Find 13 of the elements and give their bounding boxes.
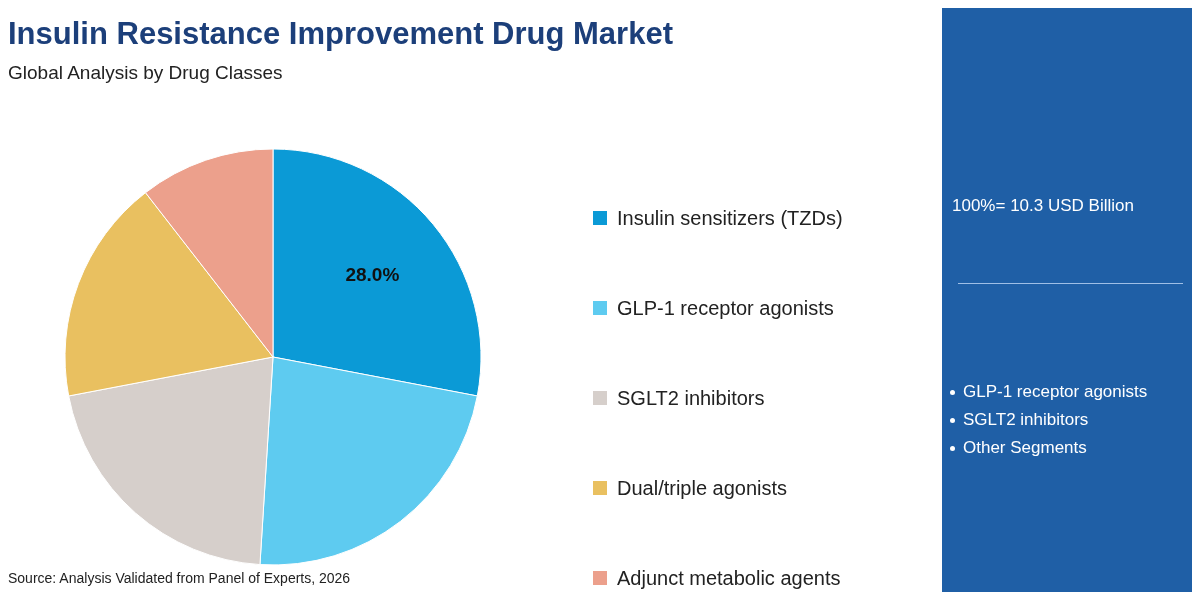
source-note: Source: Analysis Validated from Panel of Experts, 2026 <box>8 570 351 586</box>
text: SGLT2 inhibitors <box>962 409 1090 431</box>
text: GLP-1 receptor agonists <box>962 381 1148 403</box>
legend-label: SGLT2 inhibitors <box>617 386 765 410</box>
legend-label: GLP-1 receptor agonists <box>617 296 834 320</box>
data-label: 28.0% <box>345 264 400 286</box>
chart-subtitle: Global Analysis by Drug Classes <box>8 62 283 84</box>
legend-label: Adjunct metabolic agents <box>617 566 841 590</box>
chart-title: Insulin Resistance Improvement Drug Market <box>8 16 673 52</box>
text: Other Segments <box>962 437 1088 459</box>
text: 100%= 10.3 USD Billion <box>952 196 1134 216</box>
legend-label: Dual/triple agonists <box>617 476 788 500</box>
legend-label: Insulin sensitizers (TZDs) <box>617 206 843 230</box>
